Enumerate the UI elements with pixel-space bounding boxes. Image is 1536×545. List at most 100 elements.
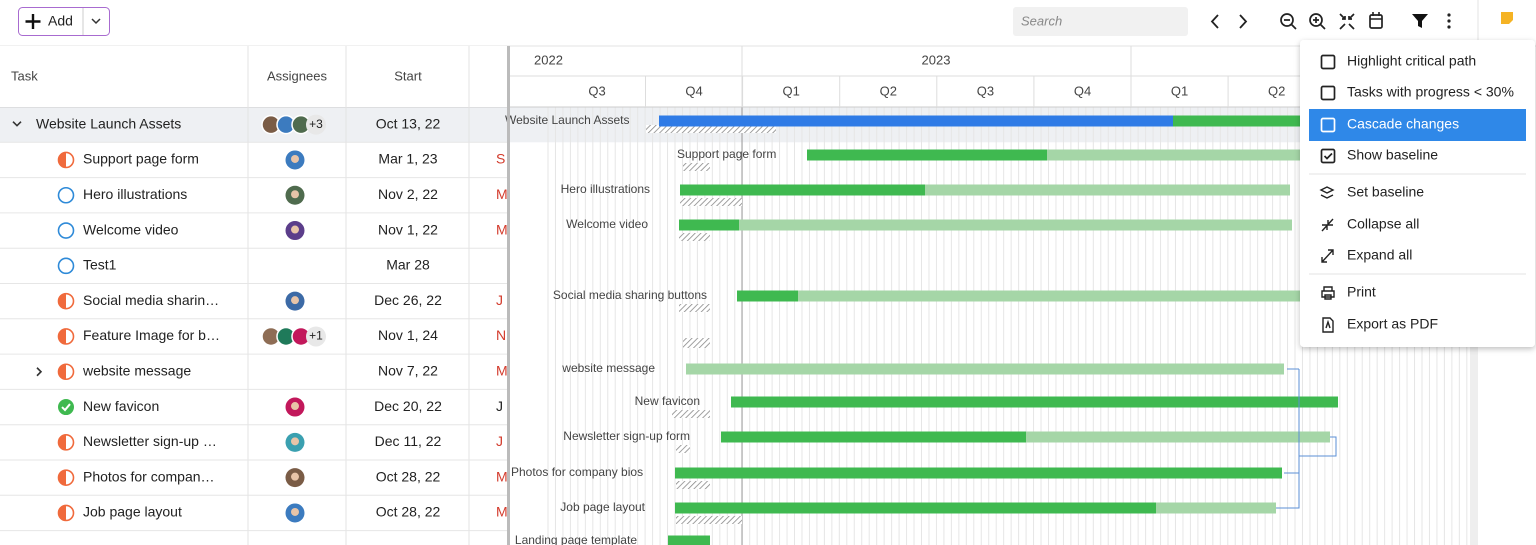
dependency-arrow xyxy=(1276,368,1300,509)
baseline-bar xyxy=(646,125,776,133)
task-progress xyxy=(721,431,1026,443)
assignee-face xyxy=(291,154,299,163)
quarter-label: Q1 xyxy=(1171,83,1188,98)
task-name: website message xyxy=(82,362,191,378)
task-name: New favicon xyxy=(83,398,159,414)
menu-item[interactable]: Highlight critical path xyxy=(1347,53,1476,69)
more-button-dot[interactable] xyxy=(1447,19,1451,23)
notes-icon[interactable] xyxy=(1501,12,1513,24)
collapse-chevron[interactable] xyxy=(12,121,22,127)
menu-item[interactable]: Cascade changes xyxy=(1347,116,1459,132)
due-partial: M xyxy=(496,186,508,202)
group-name: Website Launch Assets xyxy=(36,115,181,131)
menu-icon xyxy=(1321,286,1335,300)
status-progress xyxy=(58,152,66,168)
status-check xyxy=(61,403,71,412)
start-date: Dec 11, 22 xyxy=(375,433,442,449)
assignee-face xyxy=(291,402,299,411)
due-partial: M xyxy=(496,221,508,237)
menu-item[interactable]: Show baseline xyxy=(1347,147,1438,163)
quarter-label: Q2 xyxy=(880,83,897,98)
menu-item[interactable]: Print xyxy=(1347,284,1376,300)
task-progress xyxy=(668,535,710,545)
baseline-bar xyxy=(676,481,710,489)
bar-label: Social media sharing buttons xyxy=(553,288,707,302)
start-date: Dec 20, 22 xyxy=(374,398,442,414)
bar-label: Hero illustrations xyxy=(561,182,650,196)
menu-item[interactable]: Tasks with progress < 30% xyxy=(1347,84,1514,100)
assignee-face xyxy=(291,437,299,446)
prev-button[interactable] xyxy=(1210,14,1219,29)
today-button[interactable] xyxy=(1369,14,1383,29)
bar-label: Support page form xyxy=(677,147,776,161)
menu-item[interactable]: Set baseline xyxy=(1347,184,1424,200)
task-progress xyxy=(675,502,1156,514)
status-progress xyxy=(58,434,66,450)
year-label: 2023 xyxy=(922,52,951,67)
quarter-label: Q3 xyxy=(977,83,994,98)
status-icon xyxy=(57,257,75,275)
start-date: Nov 1, 24 xyxy=(378,327,438,343)
task-name: Test1 xyxy=(83,257,117,273)
menu-checkbox[interactable] xyxy=(1320,54,1336,70)
baseline-bar xyxy=(679,304,710,312)
status-done xyxy=(58,399,74,416)
quarter-label: Q4 xyxy=(1074,83,1091,98)
more-button-dot[interactable] xyxy=(1447,25,1451,29)
due-partial: S xyxy=(496,151,505,167)
due-partial: M xyxy=(496,504,508,520)
menu-item[interactable]: Export as PDF xyxy=(1347,316,1438,332)
start-date: Nov 2, 22 xyxy=(378,186,438,202)
task-name: Support page form xyxy=(83,151,199,167)
task-name: Newsletter sign-up … xyxy=(83,433,217,449)
start-date: Oct 28, 22 xyxy=(376,504,441,520)
bar-label: New favicon xyxy=(635,394,700,408)
expand-chevron[interactable] xyxy=(36,367,43,377)
status-progress xyxy=(58,470,66,486)
due-partial: J xyxy=(496,292,503,308)
menu-item[interactable]: Collapse all xyxy=(1347,216,1419,232)
status-progress xyxy=(58,293,66,309)
bar-label: website message xyxy=(561,361,655,375)
assignee-more-bg xyxy=(306,326,326,347)
menu-item-highlight xyxy=(1309,109,1526,141)
menu-check xyxy=(1323,152,1333,160)
assignee-face xyxy=(291,225,299,234)
zoom-button[interactable] xyxy=(1309,13,1323,27)
status-icon xyxy=(57,222,75,239)
assignee-face xyxy=(291,296,299,305)
search-box[interactable] xyxy=(1013,7,1188,36)
task-progress xyxy=(680,184,925,196)
fit-button[interactable] xyxy=(1339,13,1355,30)
dependency-arrow xyxy=(1284,436,1337,474)
task-bar xyxy=(737,290,1300,302)
next-button[interactable] xyxy=(1239,14,1248,29)
task-name: Welcome video xyxy=(83,221,179,237)
assignee-face xyxy=(291,507,299,516)
add-dropdown[interactable] xyxy=(91,18,101,25)
add-button-label[interactable]: Add xyxy=(48,13,73,29)
menu-checkbox[interactable] xyxy=(1320,117,1336,133)
menu-checkbox[interactable] xyxy=(1320,85,1336,101)
task-name: Hero illustrations xyxy=(83,186,187,202)
baseline-bar xyxy=(672,410,710,418)
task-bar xyxy=(679,219,1292,231)
add-button[interactable] xyxy=(18,7,110,36)
due-partial: N xyxy=(496,327,506,343)
quarter-label: Q2 xyxy=(1268,83,1285,98)
search-placeholder[interactable]: Search xyxy=(1021,13,1062,28)
more-button-dot[interactable] xyxy=(1447,13,1451,17)
task-progress xyxy=(731,396,1338,408)
task-name: Photos for compan… xyxy=(83,468,215,484)
due-partial: J xyxy=(496,398,503,414)
add-icon xyxy=(25,14,41,29)
filter-button[interactable] xyxy=(1412,14,1428,28)
zoom-button[interactable] xyxy=(1280,13,1294,27)
menu-checkbox[interactable] xyxy=(1320,148,1336,164)
menu-item[interactable]: Expand all xyxy=(1347,247,1412,263)
task-bar xyxy=(807,149,1300,161)
column-header: Task xyxy=(11,68,38,83)
status-icon xyxy=(57,186,75,204)
